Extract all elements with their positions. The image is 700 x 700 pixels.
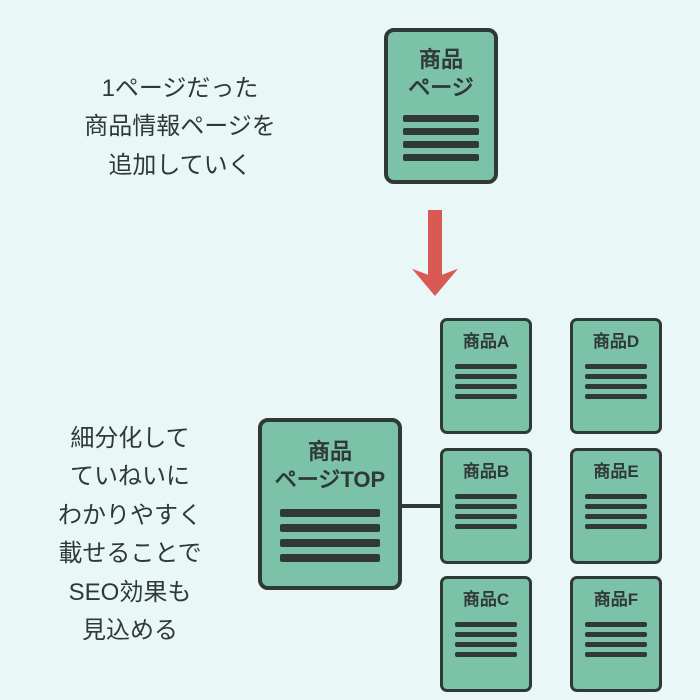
product-sub-card-4: 商品E [570, 448, 662, 564]
diagram-canvas: 1ページだった商品情報ページを追加していく細分化してていねいにわかりやすく載せる… [0, 0, 700, 700]
product-sub-card-2: 商品C [440, 576, 532, 692]
caption-line: わかりやすく [20, 497, 240, 535]
page-card-lines-icon [280, 509, 380, 562]
caption-line: 細分化して [20, 420, 240, 458]
arrow-down-icon [412, 210, 458, 296]
page-card-title: 商品B [463, 461, 509, 482]
product-page-top-card: 商品ページTOP [258, 418, 402, 590]
page-card-title: 商品F [594, 589, 638, 610]
page-card-title: 商品ページTOP [275, 438, 385, 493]
caption-top: 1ページだった商品情報ページを追加していく [40, 70, 320, 185]
product-sub-card-0: 商品A [440, 318, 532, 434]
page-card-lines-icon [455, 364, 517, 399]
page-card-lines-icon [403, 115, 479, 161]
page-card-title: 商品ページ [408, 46, 474, 101]
page-card-title: 商品C [463, 589, 509, 610]
page-card-lines-icon [585, 494, 647, 529]
product-sub-card-3: 商品D [570, 318, 662, 434]
page-card-lines-icon [455, 622, 517, 657]
caption-line: 商品情報ページを [40, 108, 320, 146]
product-sub-card-5: 商品F [570, 576, 662, 692]
caption-line: 1ページだった [40, 70, 320, 108]
caption-line: 載せることで [20, 535, 240, 573]
page-card-title: 商品A [463, 331, 509, 352]
caption-line: SEO効果も [20, 574, 240, 612]
page-card-title: 商品D [593, 331, 639, 352]
product-page-card: 商品ページ [384, 28, 498, 184]
page-card-title: 商品E [593, 461, 638, 482]
caption-line: ていねいに [20, 458, 240, 496]
caption-bottom: 細分化してていねいにわかりやすく載せることでSEO効果も見込める [20, 420, 240, 650]
page-card-lines-icon [585, 364, 647, 399]
caption-line: 見込める [20, 612, 240, 650]
page-card-lines-icon [585, 622, 647, 657]
caption-line: 追加していく [40, 147, 320, 185]
connector-line [402, 504, 440, 508]
page-card-lines-icon [455, 494, 517, 529]
product-sub-card-1: 商品B [440, 448, 532, 564]
